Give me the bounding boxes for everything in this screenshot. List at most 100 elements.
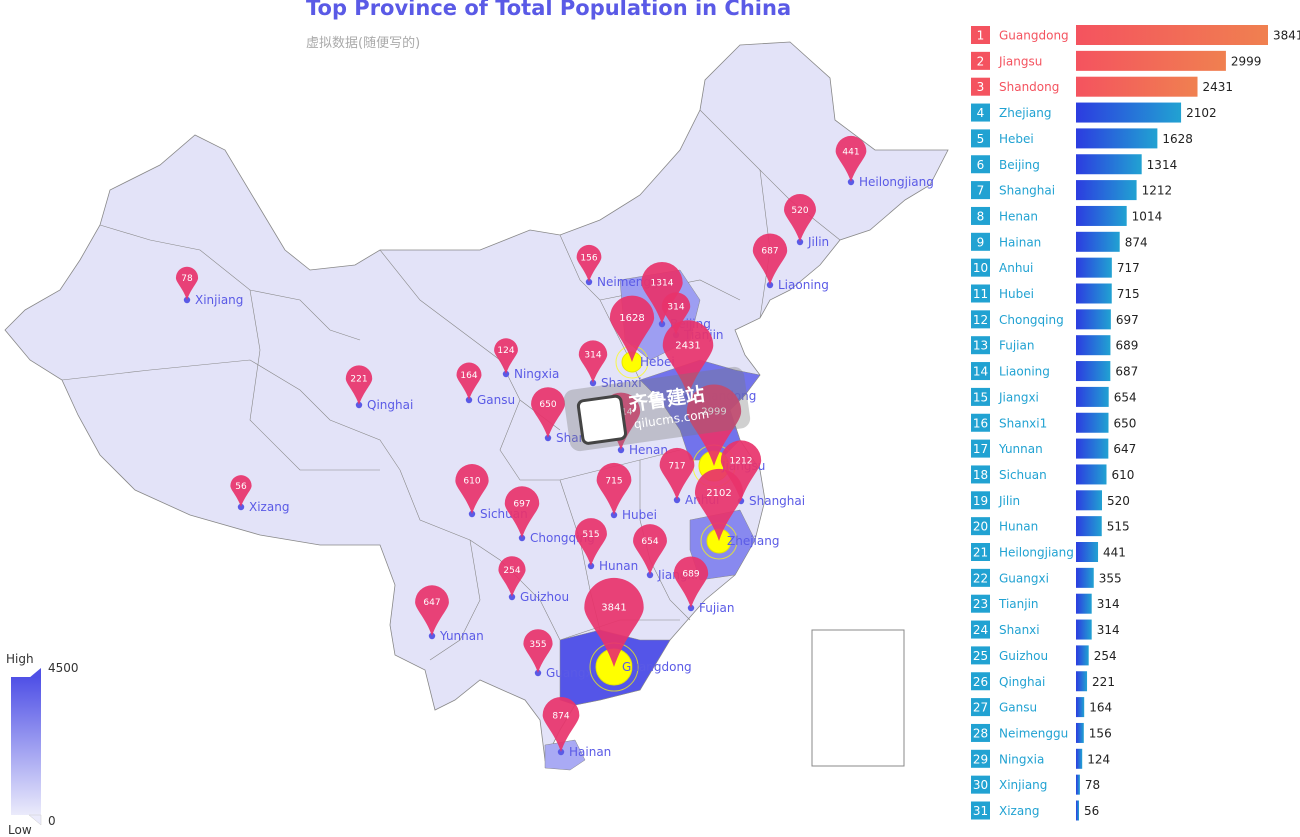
pin-value: 650 [539,400,556,410]
china-map[interactable]: Heilongjiang441Jilin520Liaoning687Neimen… [0,0,960,836]
pin-marker-icon[interactable] [456,362,482,400]
bar[interactable] [1076,386,1109,407]
bar[interactable] [1076,516,1102,537]
pin-marker-icon[interactable] [523,629,553,673]
pin-marker-icon[interactable] [415,585,449,636]
pin-marker-icon[interactable] [345,365,373,405]
bar[interactable] [1076,774,1080,795]
rank-badge [971,749,990,768]
value-label: 2102 [1186,106,1217,120]
category-label: Hainan [999,235,1041,249]
bar[interactable] [1076,231,1120,252]
bar[interactable] [1076,593,1092,614]
pin-marker-icon[interactable] [578,340,608,383]
bar[interactable] [1076,257,1112,278]
value-label: 2999 [1231,54,1262,68]
visual-map-low-label: Low [8,823,32,837]
pin-marker-icon[interactable] [584,577,644,667]
pin-marker-icon[interactable] [542,696,580,752]
visual-map-handle-bottom-icon[interactable] [28,814,42,826]
city-label: Hunan [599,559,638,573]
rank-number: 12 [973,313,988,327]
pin-value: 689 [682,570,699,580]
value-label: 520 [1107,494,1130,508]
pin-marker-icon[interactable] [633,524,667,575]
pin-marker-icon[interactable] [720,440,762,501]
category-label: Beijing [999,158,1040,172]
rank-badge [971,77,990,96]
pin-marker-icon[interactable] [576,244,602,282]
region-hainan[interactable] [544,739,586,771]
pin-marker-icon[interactable] [686,384,742,466]
bar[interactable] [1076,412,1109,433]
bar[interactable] [1076,309,1111,330]
bar[interactable] [1076,645,1089,666]
pin-marker-icon[interactable] [609,295,655,362]
bar[interactable] [1076,76,1198,97]
pin-marker-icon[interactable] [504,486,540,538]
city-label: Xinjiang [195,293,243,307]
pin-marker-icon[interactable] [662,320,714,396]
bar[interactable] [1076,361,1111,382]
visual-map[interactable] [11,668,42,826]
rank-badge [971,310,990,329]
visual-map-handle-top-icon[interactable] [29,668,41,678]
bar[interactable] [1076,619,1092,640]
bar[interactable] [1076,283,1112,304]
bar[interactable] [1076,335,1111,356]
pin-marker-icon[interactable] [531,387,565,438]
bar[interactable] [1076,567,1094,588]
city-label: Hainan [569,745,611,759]
pin-marker-icon[interactable] [661,292,691,335]
bar[interactable] [1076,154,1142,175]
pin-marker-icon[interactable] [230,475,252,507]
bar[interactable] [1076,671,1088,692]
pin-marker-icon[interactable] [784,194,816,242]
bar[interactable] [1076,438,1109,459]
city-label: Liaoning [778,278,829,292]
bar[interactable] [1076,50,1226,71]
city-label: Ningxia [514,367,559,381]
province-markers[interactable]: Heilongjiang441Jilin520Liaoning687Neimen… [175,135,934,759]
category-label: Jiangsu [998,54,1042,68]
pin-marker-icon[interactable] [596,462,632,515]
bar[interactable] [1076,748,1083,769]
pin-value: 687 [761,247,778,257]
pin-marker-icon[interactable] [673,556,709,608]
rank-badge [971,517,990,536]
pin-value: 3841 [601,603,626,614]
pin-marker-icon[interactable] [835,135,867,182]
bar[interactable] [1076,180,1137,201]
city-label: Zhejiang [727,534,779,548]
watermark-logo-icon [575,393,628,446]
category-label: Shanxi [999,623,1040,637]
bar[interactable] [1076,490,1102,511]
pin-marker-icon[interactable] [494,338,518,374]
pin-marker-icon[interactable] [455,464,489,514]
pin-marker-icon[interactable] [175,266,199,300]
rank-badge [971,594,990,613]
chart-title: Top Province of Total Population in Chin… [306,0,792,20]
pin-marker-icon[interactable] [694,468,744,541]
pin-marker-icon[interactable] [498,556,526,597]
bar[interactable] [1076,102,1182,123]
pin-marker-icon[interactable] [575,518,607,566]
pin-marker-icon[interactable] [752,233,788,285]
bar[interactable] [1076,800,1079,821]
pin-marker-icon[interactable] [659,447,695,500]
value-label: 1212 [1142,184,1173,198]
category-label: Sichuan [999,468,1047,482]
bar[interactable] [1076,205,1127,226]
bar[interactable] [1076,722,1084,743]
bar[interactable] [1076,697,1085,718]
bar[interactable] [1076,25,1268,45]
city-label: Jilin [807,235,829,249]
bar[interactable] [1076,128,1158,149]
bar[interactable] [1076,542,1099,562]
rank-number: 18 [973,468,988,482]
city-label: Shanghai [749,494,805,508]
pin-marker-icon[interactable] [641,261,683,324]
bar[interactable] [1076,464,1107,485]
city-label: Fujian [699,601,734,615]
